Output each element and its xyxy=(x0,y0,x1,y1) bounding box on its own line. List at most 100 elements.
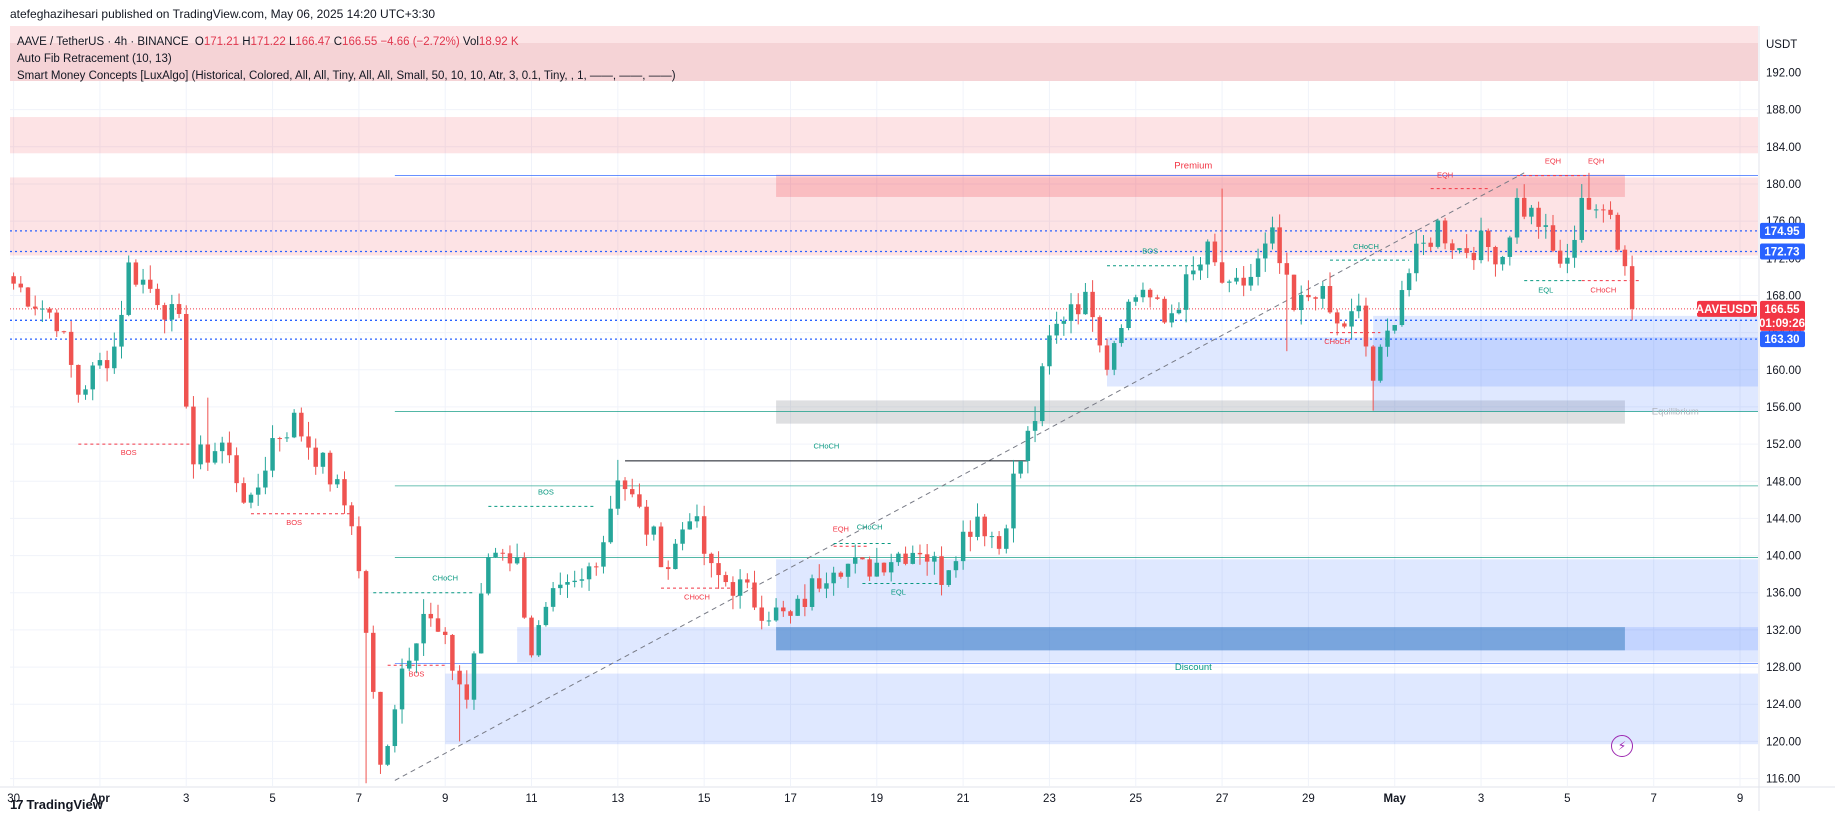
candle-body[interactable] xyxy=(1291,274,1297,311)
candle-body[interactable] xyxy=(1435,220,1441,247)
candle-body[interactable] xyxy=(824,583,829,589)
candle-body[interactable] xyxy=(1061,320,1067,324)
candle-body[interactable] xyxy=(1032,421,1038,431)
candle-body[interactable] xyxy=(1342,323,1347,327)
candle-body[interactable] xyxy=(18,283,24,288)
legend-indicator-smc[interactable]: Smart Money Concepts [LuxAlgo] (Historic… xyxy=(17,70,676,82)
candle-body[interactable] xyxy=(903,553,908,564)
candle-body[interactable] xyxy=(845,563,851,577)
candle-body[interactable] xyxy=(1133,297,1138,302)
candle-body[interactable] xyxy=(1464,248,1469,253)
candle-body[interactable] xyxy=(198,444,203,465)
candle-body[interactable] xyxy=(644,506,649,535)
candle-body[interactable] xyxy=(1313,297,1318,299)
candle-body[interactable] xyxy=(982,516,987,537)
candle-body[interactable] xyxy=(1486,230,1491,248)
candle-body[interactable] xyxy=(248,494,254,503)
candle-body[interactable] xyxy=(1320,286,1326,299)
candle-body[interactable] xyxy=(673,543,678,570)
candle-body[interactable] xyxy=(349,505,354,527)
candle-body[interactable] xyxy=(1385,330,1390,347)
candle-body[interactable] xyxy=(601,542,606,567)
candle-body[interactable] xyxy=(1622,249,1628,267)
candle-body[interactable] xyxy=(291,412,297,438)
candle-body[interactable] xyxy=(148,279,153,289)
candle-body[interactable] xyxy=(335,479,340,485)
candle-body[interactable] xyxy=(802,598,808,607)
candle-body[interactable] xyxy=(176,304,182,314)
candle-body[interactable] xyxy=(327,452,333,485)
candle-body[interactable] xyxy=(1054,323,1059,336)
candle-body[interactable] xyxy=(40,308,45,310)
candle-body[interactable] xyxy=(817,578,822,589)
candle-body[interactable] xyxy=(371,632,376,692)
candle-body[interactable] xyxy=(1090,291,1095,318)
candle-body[interactable] xyxy=(1500,256,1505,265)
candle-body[interactable] xyxy=(665,567,671,570)
candle-body[interactable] xyxy=(1183,274,1189,310)
candle-body[interactable] xyxy=(507,553,513,564)
candle-body[interactable] xyxy=(435,618,441,632)
candle-body[interactable] xyxy=(1083,291,1088,315)
candle-body[interactable] xyxy=(241,483,247,503)
candle-body[interactable] xyxy=(608,508,613,543)
candle-body[interactable] xyxy=(385,746,390,765)
candle-body[interactable] xyxy=(54,312,59,332)
candle-body[interactable] xyxy=(637,494,642,507)
candle-body[interactable] xyxy=(392,709,398,747)
candle-body[interactable] xyxy=(464,684,470,700)
candle-body[interactable] xyxy=(500,552,505,554)
candle-body[interactable] xyxy=(687,521,693,530)
candle-body[interactable] xyxy=(558,584,563,589)
candle-body[interactable] xyxy=(536,625,541,656)
candle-body[interactable] xyxy=(1241,277,1246,286)
candle-body[interactable] xyxy=(1356,305,1361,312)
candle-body[interactable] xyxy=(1608,209,1613,215)
candle-body[interactable] xyxy=(1399,290,1405,326)
candle-body[interactable] xyxy=(1406,273,1412,291)
candle-body[interactable] xyxy=(1629,266,1635,309)
candle-body[interactable] xyxy=(83,389,88,395)
candle-body[interactable] xyxy=(773,607,779,621)
candle-body[interactable] xyxy=(1615,214,1620,250)
candle-body[interactable] xyxy=(1004,528,1009,549)
candle-body[interactable] xyxy=(270,438,275,471)
candle-body[interactable] xyxy=(1205,241,1210,265)
candle-body[interactable] xyxy=(1097,317,1103,346)
candle-body[interactable] xyxy=(1011,473,1016,529)
candle-body[interactable] xyxy=(709,553,714,564)
candle-body[interactable] xyxy=(1550,225,1556,251)
candle-body[interactable] xyxy=(407,660,412,669)
candle-body[interactable] xyxy=(47,308,52,313)
candle-body[interactable] xyxy=(169,304,175,320)
candle-body[interactable] xyxy=(1176,309,1182,314)
candle-body[interactable] xyxy=(788,611,793,616)
candle-body[interactable] xyxy=(924,554,930,562)
candle-body[interactable] xyxy=(1493,247,1498,265)
candle-body[interactable] xyxy=(1068,304,1074,321)
candle-body[interactable] xyxy=(76,364,81,395)
candle-body[interactable] xyxy=(1140,289,1146,298)
candle-body[interactable] xyxy=(1442,220,1448,244)
candle-body[interactable] xyxy=(140,279,146,285)
candle-body[interactable] xyxy=(1306,294,1311,298)
lightning-bolt-icon[interactable]: ⚡ xyxy=(1611,735,1633,757)
candle-body[interactable] xyxy=(234,455,239,484)
candle-body[interactable] xyxy=(1457,248,1462,251)
candle-body[interactable] xyxy=(1198,264,1203,271)
candle-body[interactable] xyxy=(1529,207,1534,217)
candle-body[interactable] xyxy=(1155,297,1160,299)
candle-body[interactable] xyxy=(1162,298,1167,323)
legend-ohlc-row[interactable]: AAVE / TetherUS · 4h · BINANCE O171.21 H… xyxy=(17,34,676,51)
candle-body[interactable] xyxy=(457,670,462,685)
candle-body[interactable] xyxy=(1428,242,1433,247)
candle-body[interactable] xyxy=(867,559,872,577)
candle-body[interactable] xyxy=(1593,209,1599,211)
candle-body[interactable] xyxy=(471,653,477,700)
candle-body[interactable] xyxy=(342,479,347,506)
candle-body[interactable] xyxy=(1284,263,1290,275)
candle-body[interactable] xyxy=(1378,346,1383,381)
candle-body[interactable] xyxy=(594,566,599,568)
candle-body[interactable] xyxy=(1514,197,1520,238)
candle-body[interactable] xyxy=(881,562,887,573)
